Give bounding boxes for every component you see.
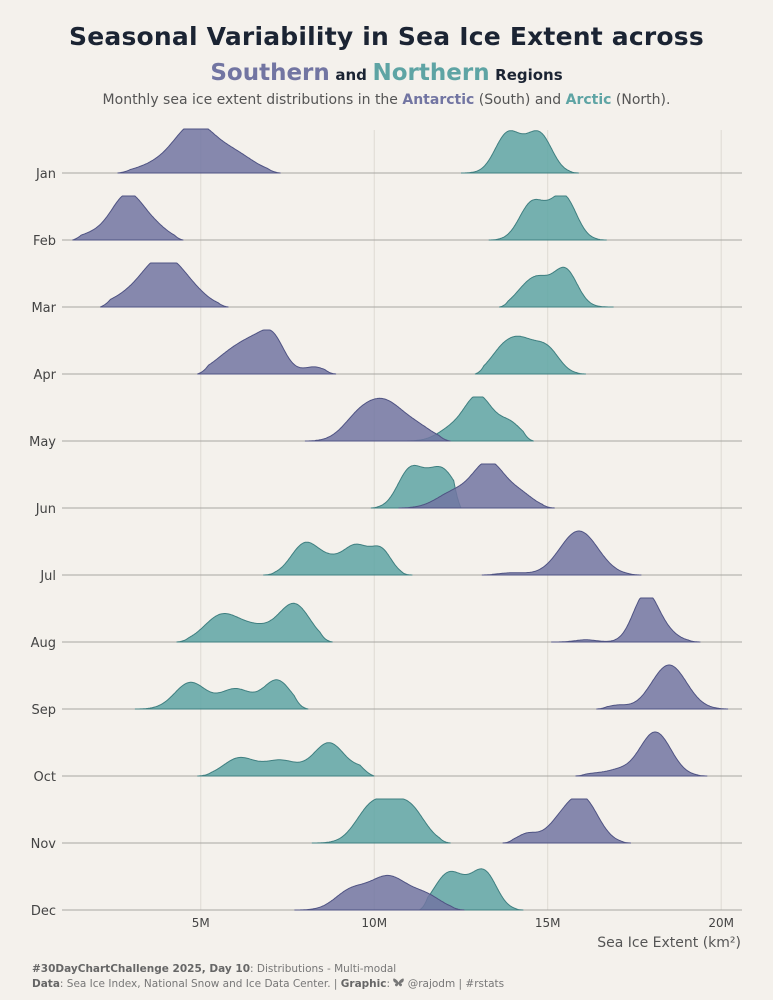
chart-title: Seasonal Variability in Sea Ice Extent a… <box>69 22 704 51</box>
caption-data-label: Data <box>32 978 60 990</box>
subtitle-regions: Regions <box>495 66 563 84</box>
desc-antarctic: Antarctic <box>402 92 475 108</box>
desc-north: (North). <box>611 92 671 108</box>
x-tick-label-20M: 20M <box>708 916 734 930</box>
desc-south: (South) and <box>474 92 566 108</box>
x-tick-label-5M: 5M <box>192 916 210 930</box>
density-southern-jun <box>398 463 555 509</box>
y-tick-label-may: May <box>29 435 56 450</box>
density-southern-dec <box>294 874 465 911</box>
chart-caption: #30DayChartChallenge 2025, Day 10: Distr… <box>32 962 504 992</box>
density-northern-sep <box>134 679 309 710</box>
subtitle-and: and <box>335 66 367 84</box>
y-tick-label-sep: Sep <box>31 703 56 718</box>
chart-description: Monthly sea ice extent distributions in … <box>0 92 773 108</box>
density-northern-aug <box>176 602 333 643</box>
density-northern-mar <box>499 266 614 308</box>
density-northern-dec <box>417 868 524 911</box>
density-northern-feb <box>488 195 607 241</box>
x-tick-label-15M: 15M <box>535 916 561 930</box>
y-tick-label-jun: Jun <box>35 502 56 517</box>
y-tick-label-mar: Mar <box>31 301 56 316</box>
y-tick-label-apr: Apr <box>34 368 57 383</box>
y-tick-label-jan: Jan <box>35 167 56 182</box>
subtitle-southern: Southern <box>210 60 330 86</box>
density-southern-mar <box>100 262 229 308</box>
caption-topic: : Distributions - Multi-modal <box>250 963 397 975</box>
y-tick-label-feb: Feb <box>33 234 56 249</box>
x-axis-label: Sea Ice Extent (km²) <box>597 935 741 951</box>
density-northern-jul <box>263 541 413 576</box>
caption-graphic-sep: : <box>386 978 394 990</box>
density-southern-feb <box>72 195 184 241</box>
y-tick-label-oct: Oct <box>34 770 56 785</box>
density-southern-aug <box>551 597 701 643</box>
density-northern-nov <box>311 798 451 844</box>
y-tick-label-aug: Aug <box>31 636 56 651</box>
caption-line-2: Data: Sea Ice Index, National Snow and I… <box>32 977 504 992</box>
caption-data-source: : Sea Ice Index, National Snow and Ice D… <box>59 978 341 990</box>
desc-arctic: Arctic <box>565 92 612 108</box>
density-southern-may <box>304 397 451 442</box>
density-southern-apr <box>197 329 337 375</box>
density-southern-nov <box>502 798 631 844</box>
caption-challenge: #30DayChartChallenge 2025, Day 10 <box>32 963 251 975</box>
subtitle-northern: Northern <box>372 60 490 86</box>
density-southern-jan <box>117 128 281 174</box>
density-southern-sep <box>596 664 729 710</box>
y-tick-label-nov: Nov <box>31 837 57 852</box>
butterfly-icon <box>393 978 405 987</box>
density-northern-jan <box>461 130 579 174</box>
caption-handle: @rajodm | #rstats <box>404 978 505 990</box>
density-southern-oct <box>575 731 708 777</box>
x-tick-label-10M: 10M <box>361 916 387 930</box>
y-tick-label-jul: Jul <box>39 569 56 584</box>
caption-graphic-label: Graphic <box>340 978 387 990</box>
chart-subtitle: Southern and Northern Regions <box>0 60 773 86</box>
density-southern-jul <box>481 530 642 576</box>
y-tick-label-dec: Dec <box>31 904 56 919</box>
density-northern-oct <box>197 742 375 777</box>
desc-prefix: Monthly sea ice extent distributions in … <box>102 92 403 108</box>
caption-line-1: #30DayChartChallenge 2025, Day 10: Distr… <box>32 962 504 977</box>
density-northern-apr <box>474 335 586 375</box>
